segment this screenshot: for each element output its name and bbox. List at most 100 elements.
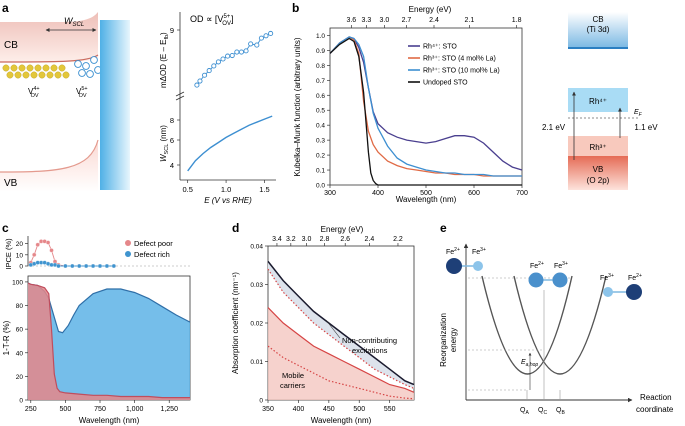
d-y-tick-label: 0.02 — [250, 321, 263, 328]
panel-label-d: d — [232, 221, 239, 235]
b-rh3-level — [568, 136, 628, 156]
b-legend: Rh⁴⁺: STO Rh³⁺: STO (4 mol% La) Rh³⁺: STO … — [408, 44, 500, 87]
inset-plot: OD ∝ [V5+ OV] mΔOD (E – Efb) WSCL (nm) 9 8… — [159, 12, 276, 205]
panel-b: b Energy (eV) 3.6 3.3 3.0 2.7 2.4 2.1 1.8 0.00… — [292, 1, 658, 204]
b-vb-label: VB — [593, 165, 604, 174]
b-gap2-label: 1.1 eV — [634, 123, 658, 132]
inset-top-point — [206, 68, 212, 74]
d-annotation-2: Mobile — [282, 371, 304, 380]
d-series-line — [267, 307, 415, 393]
e-ylabel: Reorganization — [439, 313, 448, 367]
b-band-diagram: CB (Ti 3d) Rh⁴⁺ EF Rh³⁺ VB (O 2p) 2.1 eV… — [542, 12, 658, 190]
panel-a: a CB WSCL V4+ OV V5+ OV VB OD ∝ [V5+ OV] — [0, 1, 276, 205]
b-legend-label: Undoped STO — [423, 80, 468, 87]
inset-x-tick-label: 1.0 — [221, 185, 231, 194]
c-legend-marker — [125, 251, 131, 257]
e-parabola-a — [481, 275, 573, 375]
d-y-tick-label: 0 — [259, 398, 263, 405]
b-vb-band — [568, 156, 628, 190]
c-area — [28, 283, 190, 400]
e-xlabel-2: coordinate — [636, 405, 674, 414]
inset-y-tick-label: 8 — [170, 116, 174, 125]
b-gap1-label: 2.1 eV — [542, 123, 566, 132]
c-y-tick-label: 40 — [16, 350, 24, 357]
inset-formula: OD ∝ [V5+ OV] — [190, 14, 233, 27]
b-top-tick-label: 3.3 — [361, 17, 371, 24]
c-top-point — [45, 240, 51, 245]
c-bottom-series — [27, 282, 191, 400]
d-y-ticks: 0.04 0.03 0.02 0.01 0 — [250, 244, 268, 405]
b-y-tick-label: 0.7 — [316, 78, 325, 85]
v4-vacancies — [2, 64, 70, 79]
d-y-tick-label: 0.04 — [250, 244, 263, 251]
b-cb-label: CB — [592, 15, 603, 24]
c-y-tick-label: 100 — [12, 279, 23, 286]
e-fe2-atom-left — [446, 258, 462, 274]
inset-top-point — [211, 63, 217, 69]
c-area-edge — [27, 282, 190, 399]
b-y-tick-label: 0.8 — [316, 63, 325, 70]
b-cb-band — [568, 12, 628, 48]
d-ylabel: Absorption coefficient (nm⁻¹) — [231, 272, 240, 374]
b-series-line — [329, 36, 522, 177]
c-top-ticks: 20 10 0 — [16, 241, 28, 271]
e-fe3-atom-left — [473, 261, 483, 271]
b-ylabel: Kubelka–Munk function (arbitrary units) — [293, 37, 302, 177]
inset-top-point — [238, 49, 244, 55]
c-top-point — [97, 263, 103, 269]
b-y-tick-label: 0.1 — [316, 168, 325, 175]
c-top-point — [70, 263, 75, 269]
c-legend: Defect poor Defect rich — [125, 239, 173, 259]
inset-bottom-line — [187, 115, 273, 172]
b-y-tick-label: 0.0 — [316, 183, 325, 190]
c-x-ticks: 250 500 750 1,000 1,250 — [25, 400, 178, 413]
c-top-point — [32, 252, 37, 257]
b-x-tick-label: 300 — [324, 190, 336, 197]
c-top-point — [111, 263, 116, 269]
c-top-point — [84, 263, 89, 269]
d-top-axis-title: Energy (eV) — [321, 225, 364, 234]
d-x-tick-label: 500 — [353, 406, 365, 413]
e-ea-label: Ea,hop — [521, 359, 538, 368]
inset-axis-break-2 — [175, 95, 185, 101]
b-rh3-label: Rh³⁺ — [589, 143, 606, 152]
c-legend-label: Defect rich — [134, 250, 170, 259]
b-series-line — [329, 36, 523, 171]
b-y-tick-label: 0.3 — [316, 138, 325, 145]
c-y-tick-label: 0 — [19, 398, 23, 405]
c-xlabel: Wavelength (nm) — [79, 416, 140, 425]
inset-x-tick-label: 0.5 — [182, 185, 192, 194]
d-x-tick-label: 400 — [293, 406, 305, 413]
d-red-area — [268, 307, 414, 400]
c-area — [28, 283, 190, 400]
e-fe-atom-middle-b — [552, 272, 568, 288]
panel-d: d Energy (eV) 3.4 3.2 3.0 2.8 2.6 2.4 2.2 0.04… — [231, 221, 415, 425]
e-fe2-label-middle: Fe2+ — [530, 261, 544, 270]
inset-bottom-series — [187, 115, 273, 172]
e-xlabel: Reaction — [640, 393, 672, 402]
inset-top-point — [248, 41, 254, 47]
inset-ylabel-bottom: WSCL (nm) — [159, 125, 170, 162]
d-top-tick-label: 2.6 — [340, 236, 350, 243]
b-top-ticks: 3.6 3.3 3.0 2.7 2.4 2.1 1.8 — [346, 17, 522, 28]
c-top-ylabel: IPCE (%) — [4, 238, 13, 270]
electrolyte-slab — [100, 20, 130, 190]
b-fermi-label: EF — [634, 109, 643, 118]
inset-top-point — [225, 53, 231, 59]
e-ylabel-2: energy — [449, 328, 458, 352]
inset-top-point — [197, 78, 203, 84]
v5-label: V5+ OV — [76, 86, 88, 99]
e-fe2-atom-right — [626, 284, 642, 300]
c-legend-label: Defect poor — [134, 239, 173, 248]
b-top-tick-label: 1.8 — [512, 17, 522, 24]
b-y-tick-label: 0.9 — [316, 48, 325, 55]
valence-band-edge — [0, 139, 99, 173]
b-top-tick-label: 2.7 — [402, 17, 412, 24]
d-y-tick-label: 0.03 — [250, 282, 263, 289]
c-y-ticks: 100 80 60 40 20 0 — [12, 279, 28, 405]
inset-top-point — [258, 35, 264, 41]
inset-top-point — [268, 30, 274, 37]
c-top-tick-label: 0 — [19, 264, 23, 271]
d-y-tick-label: 0.01 — [250, 359, 263, 366]
valence-band — [0, 140, 98, 192]
